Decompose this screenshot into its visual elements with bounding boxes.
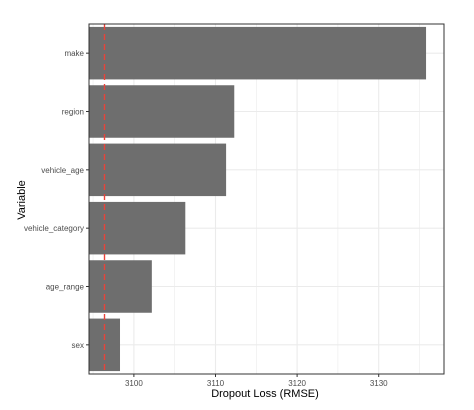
bar-age-range bbox=[89, 260, 152, 313]
x-tick-labels: 3100 3110 3120 3130 bbox=[125, 374, 388, 388]
y-tick-label-vehicle-category: vehicle_category bbox=[24, 224, 84, 233]
x-tick-label: 3100 bbox=[125, 379, 143, 388]
y-tick-label-sex: sex bbox=[72, 341, 84, 350]
panel-border bbox=[88, 23, 445, 375]
y-tick-label-age-range: age_range bbox=[46, 283, 85, 292]
bar-make bbox=[89, 26, 427, 80]
bar-vehicle-age bbox=[89, 143, 227, 197]
x-tick-label: 3110 bbox=[207, 379, 225, 388]
x-tick-label: 3120 bbox=[288, 379, 306, 388]
bars bbox=[89, 26, 427, 372]
y-tick-label-make: make bbox=[64, 49, 84, 58]
bar-region bbox=[89, 85, 235, 138]
y-axis-title: Variable bbox=[16, 180, 28, 220]
y-tick-labels: make region vehicle_age vehicle_categoryage… bbox=[24, 49, 89, 350]
y-tick-label-region: region bbox=[62, 108, 84, 117]
y-tick-label-vehicle-age: vehicle_age bbox=[41, 166, 84, 175]
bar-vehicle-category bbox=[89, 201, 186, 255]
x-axis-title: Dropout Loss (RMSE) bbox=[211, 388, 319, 400]
x-tick-label: 3130 bbox=[370, 379, 388, 388]
